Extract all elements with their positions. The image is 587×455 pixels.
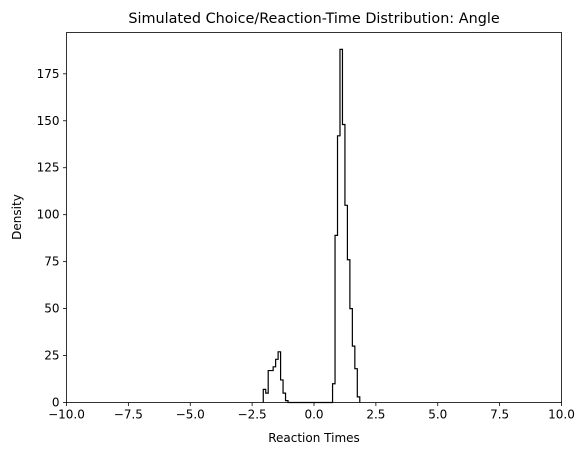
x-axis-ticks: −10.0 −7.5 −5.0 −2.5 0.0 2.5 5.0 7.5 10.0: [48, 402, 575, 422]
x-tick-label: −2.5: [238, 408, 267, 422]
y-tick-label: 75: [44, 255, 59, 269]
x-tick-label: 0.0: [304, 408, 323, 422]
x-tick-label: −5.0: [176, 408, 205, 422]
x-tick-label: 10.0: [548, 408, 575, 422]
y-axis-ticks: 0 25 50 75 100 125 150 175: [37, 67, 67, 410]
plot-frame: [66, 32, 562, 403]
chart-title: Simulated Choice/Reaction-Time Distribut…: [128, 11, 500, 27]
histogram-step-line: [262, 48, 361, 404]
y-tick-label: 150: [37, 114, 60, 128]
x-tick-label: −10.0: [48, 408, 85, 422]
x-tick-label: 5.0: [428, 408, 447, 422]
y-tick-label: 125: [37, 161, 60, 175]
y-tick-label: 100: [37, 208, 60, 222]
y-tick-label: 0: [52, 396, 60, 410]
x-tick-label: 7.5: [490, 408, 509, 422]
y-axis-label: Density: [10, 194, 24, 240]
y-tick-label: 175: [37, 67, 60, 81]
x-tick-label: 2.5: [366, 408, 385, 422]
x-tick-label: −7.5: [114, 408, 143, 422]
x-axis-label: Reaction Times: [268, 431, 360, 445]
y-tick-label: 25: [44, 349, 59, 363]
y-tick-label: 50: [44, 302, 59, 316]
